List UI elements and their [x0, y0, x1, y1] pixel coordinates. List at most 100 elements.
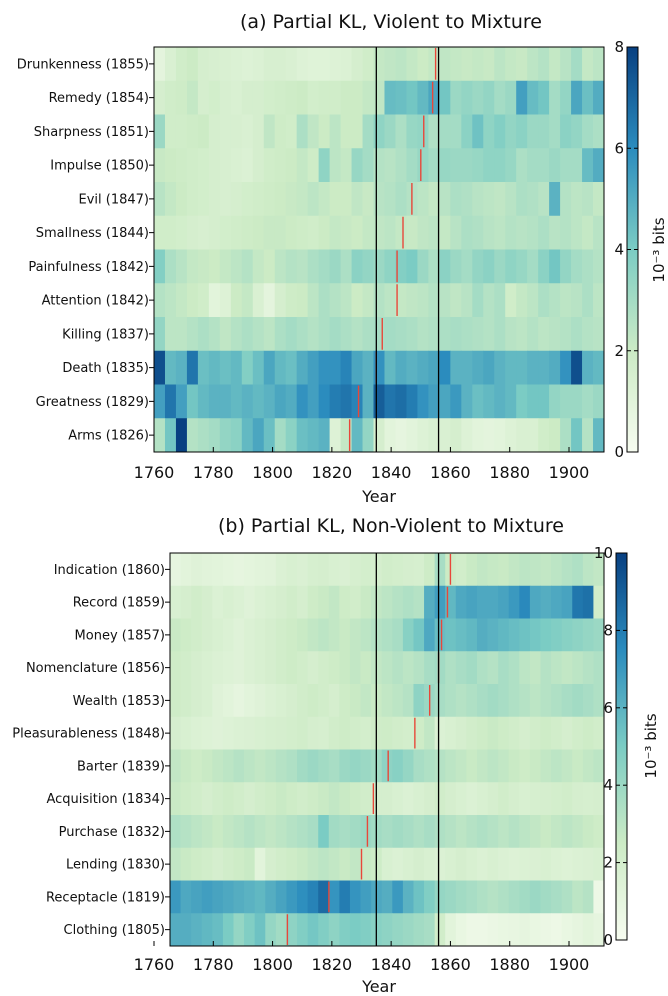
heatmap-cell	[402, 553, 414, 587]
heatmap-cell	[593, 618, 605, 652]
heatmap-cell	[208, 114, 221, 149]
heatmap-cell	[265, 553, 277, 587]
panel-b-colorbar-bar	[615, 552, 628, 941]
heatmap-cell	[212, 749, 224, 783]
heatmap-cell	[508, 651, 520, 685]
heatmap-cell	[487, 880, 499, 914]
heatmap-cell	[540, 618, 552, 652]
heatmap-cell	[516, 114, 528, 149]
panel-a-xticks: 1760 1780 1800 1820 1840 1860 1880 1900	[134, 447, 589, 482]
heatmap-cell	[466, 847, 478, 881]
heatmap-cell	[222, 684, 234, 718]
heatmap-cell	[212, 553, 224, 587]
heatmap-cell	[318, 585, 330, 619]
heatmap-cell	[472, 350, 484, 385]
heatmap-cell	[244, 815, 256, 849]
heatmap-cell	[571, 148, 583, 183]
heatmap-cell	[551, 716, 563, 750]
heatmap-cell	[572, 880, 584, 914]
heatmap-cell	[384, 249, 396, 284]
heatmap-cell	[328, 913, 340, 947]
heatmap-cell	[593, 782, 605, 816]
heatmap-cell	[263, 283, 276, 318]
heatmap-cell	[402, 913, 414, 947]
heatmap-cell	[417, 182, 429, 217]
heatmap-cell	[529, 880, 541, 914]
heatmap-cell	[265, 880, 277, 914]
heatmap-cell	[434, 684, 446, 718]
heatmap-cell	[275, 651, 287, 685]
heatmap-cell	[571, 249, 583, 284]
heatmap-cell	[241, 215, 254, 250]
heatmap-cell	[505, 182, 517, 217]
heatmap-cell	[254, 651, 266, 685]
heatmap-cell	[275, 913, 287, 947]
heatmap-cell	[381, 880, 393, 914]
heatmap-cell	[527, 182, 539, 217]
heatmap-cell	[395, 418, 407, 453]
heatmap-cell	[296, 182, 309, 217]
heatmap-cell	[263, 317, 276, 352]
heatmap-cell	[445, 913, 457, 947]
heatmap-cell	[487, 782, 499, 816]
colorbar-tick-label: 4	[614, 241, 624, 259]
heatmap-cell	[170, 553, 181, 587]
heatmap-cell	[328, 847, 340, 881]
heatmap-cell	[593, 847, 605, 881]
heatmap-cell	[487, 585, 499, 619]
heatmap-cell	[466, 585, 478, 619]
heatmap-cell	[265, 651, 277, 685]
heatmap-cell	[549, 283, 561, 318]
heatmap-cell	[286, 716, 298, 750]
heatmap-cell	[340, 80, 352, 115]
heatmap-cell	[582, 384, 594, 419]
heatmap-cell	[373, 317, 385, 352]
heatmap-cell	[244, 585, 256, 619]
heatmap-cell	[428, 80, 440, 115]
heatmap-cell	[476, 782, 488, 816]
heatmap-cell	[263, 215, 276, 250]
heatmap-cell	[329, 47, 341, 82]
heatmap-cell	[373, 283, 385, 318]
heatmap-cell	[197, 182, 210, 217]
heatmap-cell	[494, 47, 506, 82]
heatmap-cell	[351, 249, 363, 284]
heatmap-cell	[434, 815, 446, 849]
heatmap-cell	[527, 350, 539, 385]
heatmap-cell	[413, 880, 425, 914]
heatmap-cell	[318, 913, 330, 947]
heatmap-cell	[519, 585, 531, 619]
heatmap-cell	[572, 651, 584, 685]
heatmap-cell	[476, 553, 488, 587]
heatmap-cell	[476, 815, 488, 849]
heatmap-cell	[254, 553, 266, 587]
heatmap-cell	[362, 80, 374, 115]
heatmap-cell	[297, 553, 309, 587]
heatmap-cell	[339, 847, 351, 881]
heatmap-cell	[265, 684, 277, 718]
heatmap-cell	[593, 716, 605, 750]
heatmap-cell	[340, 384, 352, 419]
heatmap-cell	[318, 215, 331, 250]
heatmap-cell	[593, 148, 605, 183]
heatmap-cell	[549, 47, 561, 82]
heatmap-cell	[175, 283, 188, 318]
heatmap-cell	[498, 684, 510, 718]
heatmap-cell	[164, 114, 177, 149]
heatmap-cell	[307, 618, 319, 652]
row-label: Drunkenness (1855)	[17, 57, 149, 72]
row-label: Purchase (1832)	[59, 825, 165, 840]
heatmap-cell	[392, 847, 404, 881]
x-tick-label: 1820	[312, 955, 353, 974]
heatmap-cell	[307, 651, 319, 685]
heatmap-cell	[561, 913, 573, 947]
heatmap-cell	[455, 815, 467, 849]
heatmap-cell	[582, 418, 594, 453]
heatmap-cell	[540, 749, 552, 783]
heatmap-cell	[582, 215, 594, 250]
heatmap-cell	[572, 913, 584, 947]
x-tick-label: 1880	[489, 463, 530, 482]
panel-b-markers	[286, 553, 452, 946]
heatmap-cell	[241, 350, 254, 385]
row-label: Pleasurableness (1848)	[12, 727, 165, 742]
